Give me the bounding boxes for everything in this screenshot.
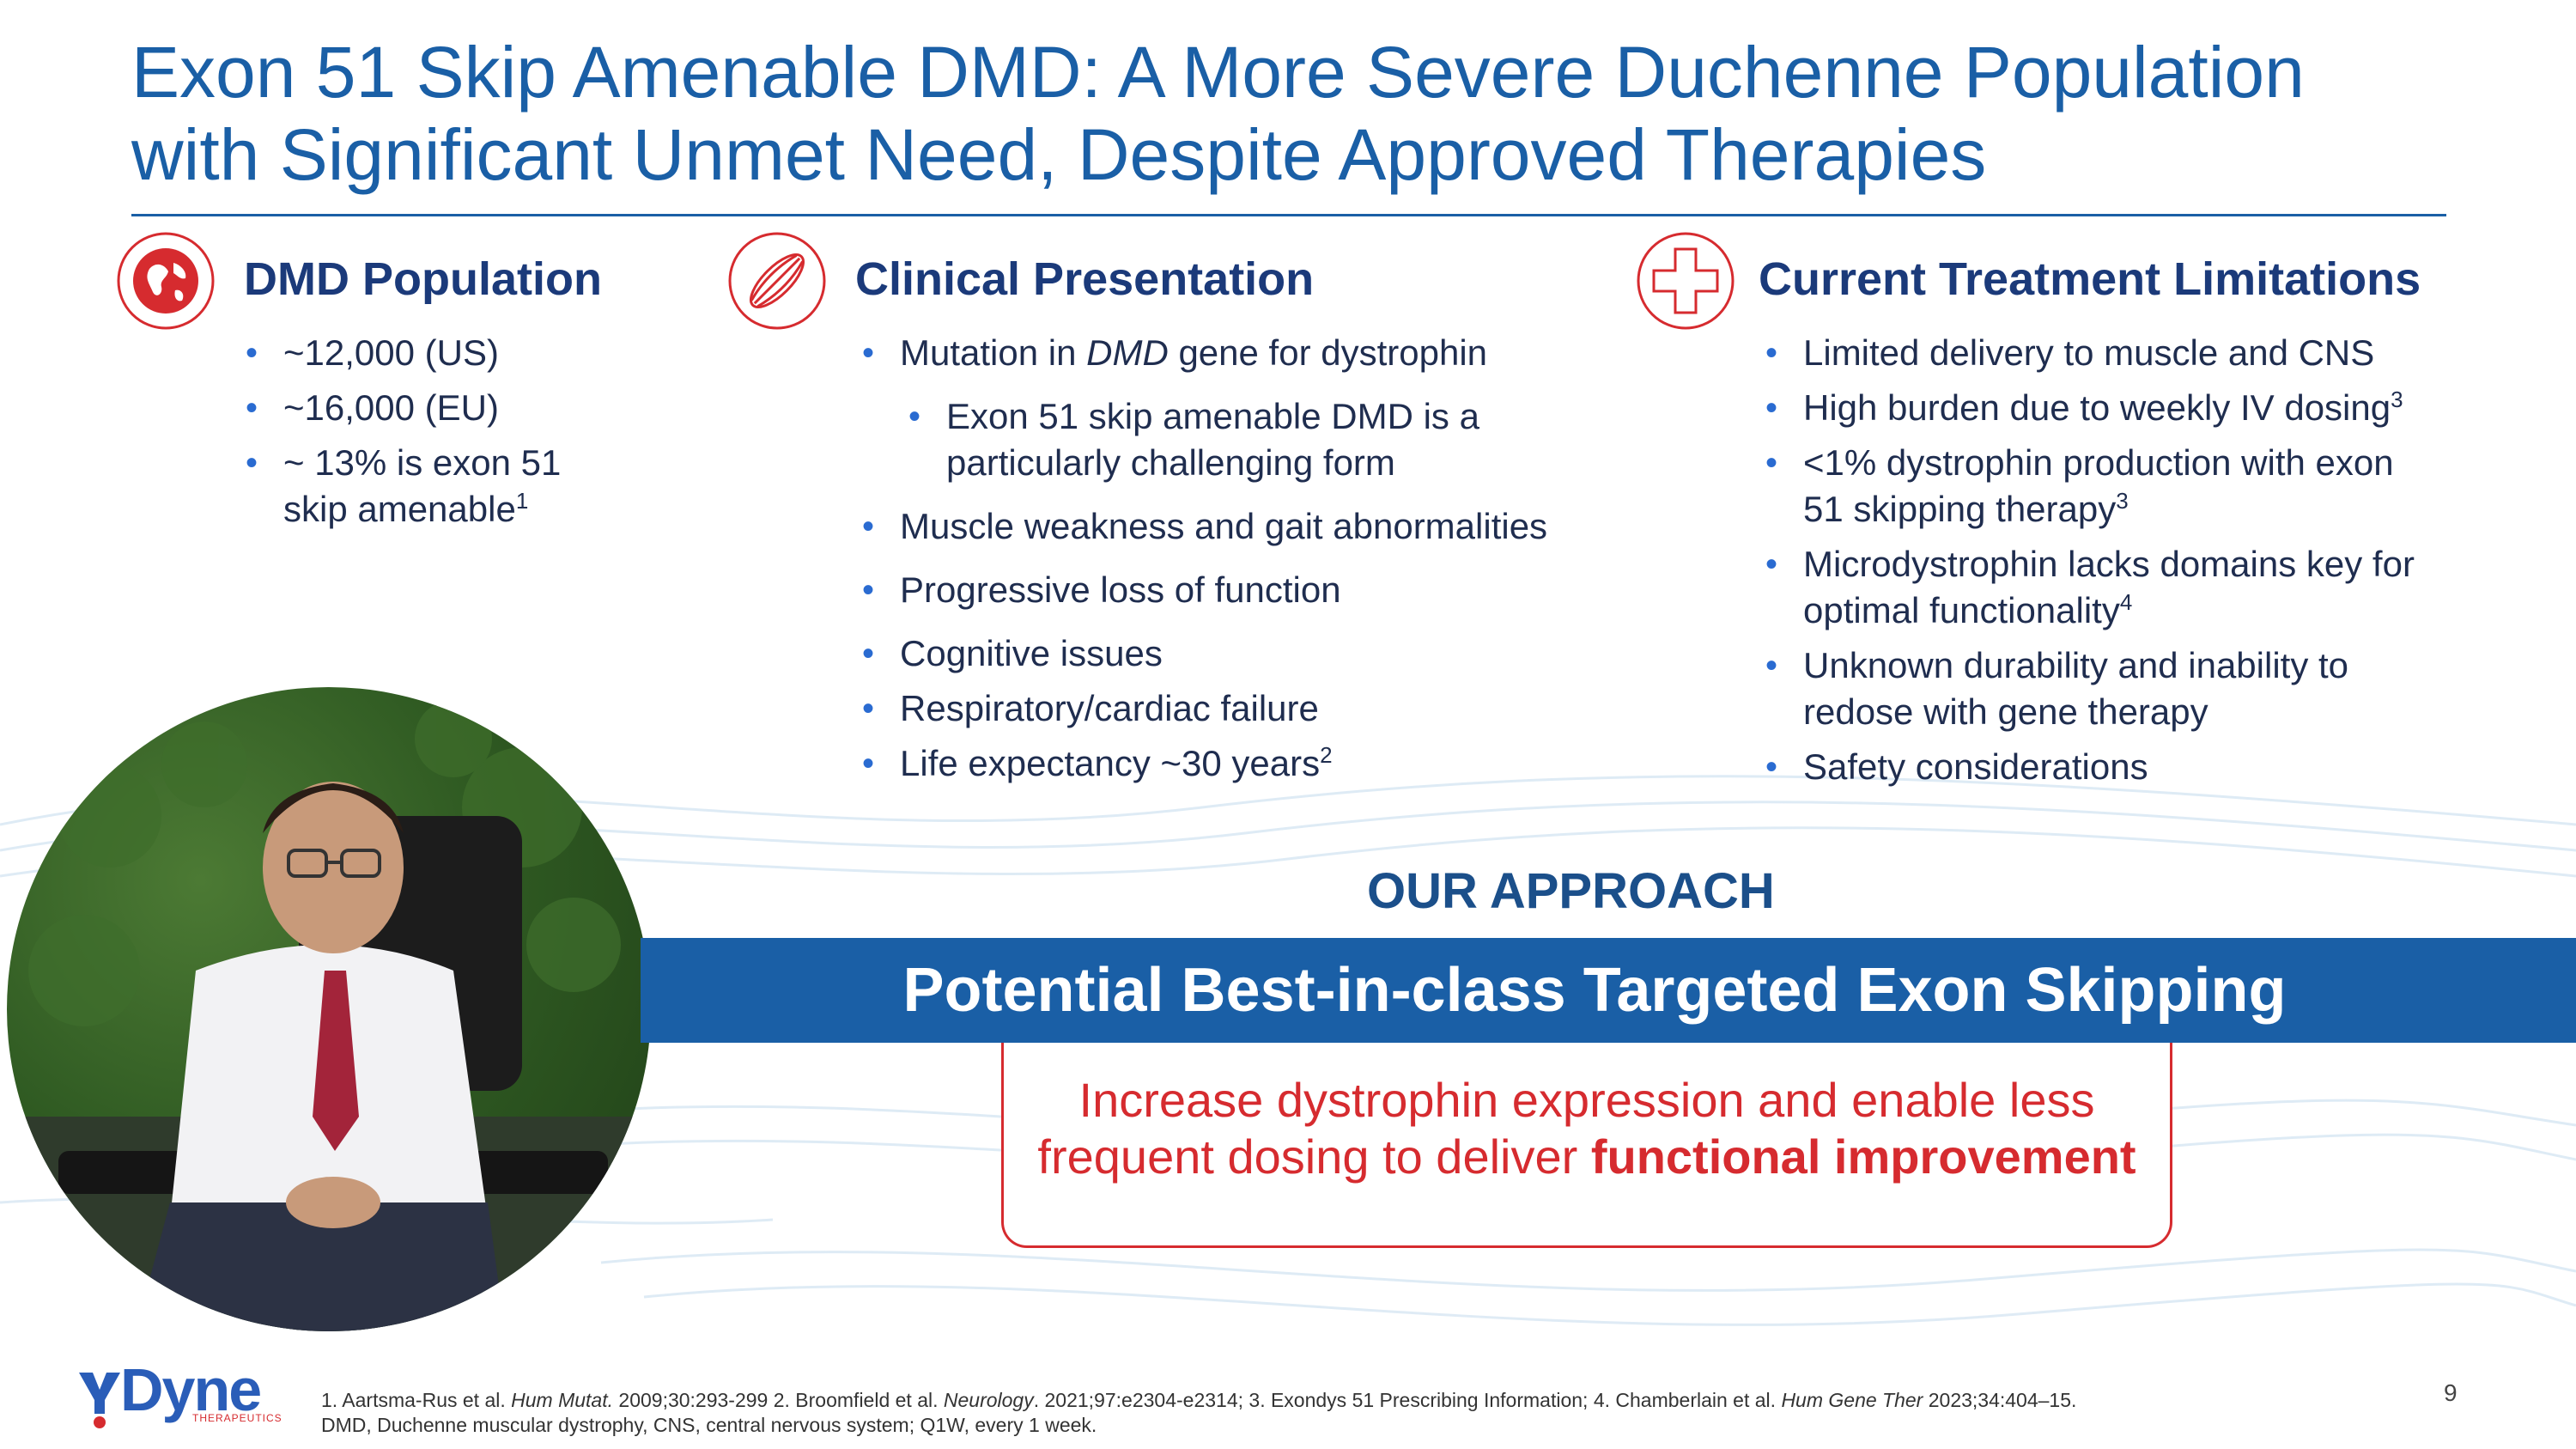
list-item: Progressive loss of function: [855, 567, 1628, 613]
list-item: Cognitive issues: [855, 630, 1628, 677]
list-item: Mutation in DMD gene for dystrophin: [855, 330, 1628, 376]
patient-photo: [7, 687, 651, 1331]
medical-cross-icon: [1637, 232, 1735, 330]
list-item: Respiratory/cardiac failure: [855, 685, 1628, 732]
treatment-heading: Current Treatment Limitations: [1759, 253, 2421, 305]
title-line-1: Exon 51 Skip Amenable DMD: A More Severe…: [131, 32, 2305, 113]
list-item: ~ 13% is exon 51 skip amenable1: [239, 440, 685, 533]
company-logo-text: Dyne: [120, 1356, 262, 1423]
list-item: Limited delivery to muscle and CNS: [1759, 330, 2549, 376]
list-item: Exon 51 skip amenable DMD is a particula…: [855, 393, 1628, 486]
company-logo-subtext: THERAPEUTICS: [192, 1412, 283, 1424]
page-title: Exon 51 Skip Amenable DMD: A More Severe…: [131, 31, 2536, 196]
title-divider: [131, 214, 2446, 216]
person-illustration: [7, 700, 651, 1331]
clinical-heading: Clinical Presentation: [855, 253, 1315, 305]
list-item: Unknown durability and inability to redo…: [1759, 642, 2549, 735]
treatment-list: Limited delivery to muscle and CNS High …: [1759, 330, 2549, 790]
footnote-abbreviations: DMD, Duchenne muscular dystrophy, CNS, c…: [321, 1414, 1097, 1436]
approach-banner-text: Potential Best-in-class Targeted Exon Sk…: [902, 956, 2287, 1025]
list-item: ~16,000 (EU): [239, 385, 685, 431]
title-line-2: with Significant Unmet Need, Despite App…: [131, 114, 1987, 195]
muscle-icon: [728, 232, 826, 330]
list-item: Microdystrophin lacks domains key for op…: [1759, 541, 2549, 634]
footnote-references: 1. Aartsma-Rus et al. Hum Mutat. 2009;30…: [321, 1389, 2077, 1411]
list-item: Safety considerations: [1759, 744, 2549, 790]
approach-banner: [641, 938, 2576, 1043]
list-item: ~12,000 (US): [239, 330, 685, 376]
page-number: 9: [2444, 1379, 2458, 1406]
population-heading: DMD Population: [244, 253, 602, 305]
list-item: <1% dystrophin production with exon 51 s…: [1759, 440, 2549, 533]
goal-line-2: frequent dosing to deliver functional im…: [1037, 1129, 2136, 1184]
population-list: ~12,000 (US) ~16,000 (EU) ~ 13% is exon …: [239, 330, 685, 533]
globe-icon: [117, 232, 215, 330]
dyne-logo-icon: [79, 1373, 120, 1428]
goal-box: [1001, 1043, 2172, 1248]
list-item: Life expectancy ~30 years2: [855, 740, 1628, 787]
clinical-list: Mutation in DMD gene for dystrophin Exon…: [855, 330, 1628, 787]
goal-line-1: Increase dystrophin expression and enabl…: [1078, 1073, 2095, 1127]
approach-label: OUR APPROACH: [1367, 863, 1775, 919]
list-item: High burden due to weekly IV dosing3: [1759, 385, 2549, 431]
list-item: Muscle weakness and gait abnormalities: [855, 503, 1628, 550]
